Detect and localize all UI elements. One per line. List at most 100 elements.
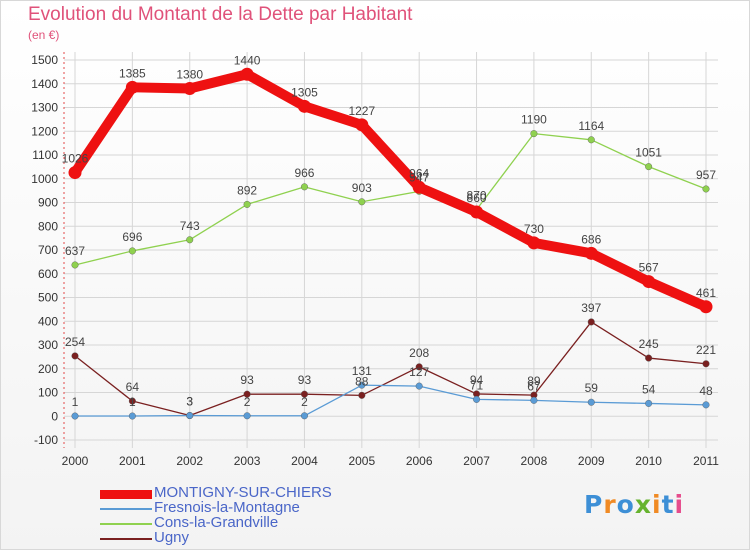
x-tick-label: 2007	[463, 454, 490, 468]
data-label: 254	[65, 335, 85, 349]
y-tick-label: 100	[38, 386, 58, 400]
series-line-0	[70, 69, 711, 312]
y-tick-label: 1200	[31, 124, 58, 138]
x-tick-label: 2008	[521, 454, 548, 468]
x-tick-label: 2006	[406, 454, 433, 468]
legend-swatch	[100, 490, 152, 499]
data-label: 71	[470, 378, 484, 392]
data-point	[645, 354, 653, 362]
data-label: 54	[642, 382, 656, 396]
data-label: 957	[696, 168, 716, 182]
x-tick-label: 2001	[119, 454, 146, 468]
y-tick-label: 800	[38, 219, 58, 233]
data-point	[183, 82, 197, 95]
series-line-3	[74, 321, 707, 417]
data-label: 208	[409, 346, 429, 360]
data-point	[128, 412, 136, 420]
legend-swatch	[100, 538, 152, 540]
data-point	[186, 412, 194, 420]
data-point	[128, 247, 136, 255]
data-label: 67	[527, 379, 541, 393]
data-point	[642, 275, 656, 289]
legend-swatch	[100, 523, 152, 525]
data-label: 730	[524, 222, 544, 236]
y-tick-label: 1000	[31, 172, 58, 186]
data-label: 966	[294, 166, 314, 180]
data-label: 221	[696, 343, 716, 357]
legend-label: Cons-la-Grandville	[154, 514, 279, 531]
data-label: 94	[470, 373, 484, 387]
data-point	[530, 130, 538, 138]
data-label: 59	[585, 381, 599, 395]
data-label: 743	[180, 219, 200, 233]
data-label: 93	[298, 373, 312, 387]
data-label: 1227	[348, 104, 375, 118]
data-label: 1305	[291, 85, 318, 99]
data-label: 3	[186, 395, 193, 409]
x-tick-label: 2002	[176, 454, 203, 468]
data-point	[128, 397, 136, 405]
data-label: 1051	[635, 146, 662, 160]
data-point	[527, 236, 541, 250]
data-point	[300, 183, 308, 191]
data-point	[358, 198, 366, 206]
data-point	[358, 391, 366, 399]
y-tick-label: 300	[38, 338, 58, 352]
data-label: 903	[352, 181, 372, 195]
data-label: 1440	[234, 53, 261, 67]
x-tick-label: 2010	[635, 454, 662, 468]
proxiti-logo: Proxiti	[584, 490, 685, 519]
data-label: 88	[355, 374, 369, 388]
data-point	[584, 246, 598, 260]
data-point	[645, 163, 653, 171]
data-label: 93	[240, 373, 254, 387]
data-point	[71, 261, 79, 269]
series-line-1	[74, 384, 707, 417]
series-line-2	[74, 132, 707, 266]
data-label: 2	[301, 395, 308, 409]
data-point	[240, 67, 254, 81]
legend-label: Fresnois-la-Montagne	[154, 499, 300, 516]
data-point	[702, 185, 710, 193]
x-tick-label: 2000	[62, 454, 89, 468]
data-point	[473, 395, 481, 403]
data-label: 1385	[119, 66, 146, 80]
y-tick-label: 1500	[31, 53, 58, 67]
legend-label: Ugny	[154, 529, 190, 546]
y-tick-label: 500	[38, 291, 58, 305]
data-label: 2	[244, 395, 251, 409]
data-point	[243, 390, 251, 398]
data-label: 48	[699, 384, 713, 398]
data-label: 245	[639, 337, 659, 351]
x-tick-label: 2005	[348, 454, 375, 468]
data-point	[243, 200, 251, 208]
data-point	[358, 381, 366, 389]
data-label: 686	[581, 232, 601, 246]
data-point	[243, 412, 251, 420]
chart-title: Evolution du Montant de la Dette par Hab…	[28, 4, 413, 25]
data-label: 131	[352, 364, 372, 378]
data-label: 637	[65, 244, 85, 258]
data-label: 1190	[521, 113, 547, 127]
data-label: 892	[237, 183, 257, 197]
data-point	[587, 136, 595, 144]
data-point	[587, 398, 595, 406]
y-tick-label: 1300	[31, 101, 58, 115]
data-point	[71, 412, 79, 420]
data-label: 1	[129, 395, 136, 409]
data-label: 870	[467, 189, 487, 203]
data-label: 89	[527, 374, 541, 388]
x-tick-label: 2003	[234, 454, 261, 468]
data-label: 567	[639, 261, 659, 275]
data-label: 1380	[176, 68, 203, 82]
data-point	[587, 318, 595, 326]
legend-label: MONTIGNY-SUR-CHIERS	[154, 484, 332, 501]
data-point	[699, 300, 713, 314]
data-label: 860	[467, 191, 487, 205]
x-tick-label: 2004	[291, 454, 318, 468]
data-point	[702, 401, 710, 409]
data-label: 64	[126, 380, 140, 394]
data-label: 964	[409, 166, 429, 180]
data-point	[71, 352, 79, 360]
